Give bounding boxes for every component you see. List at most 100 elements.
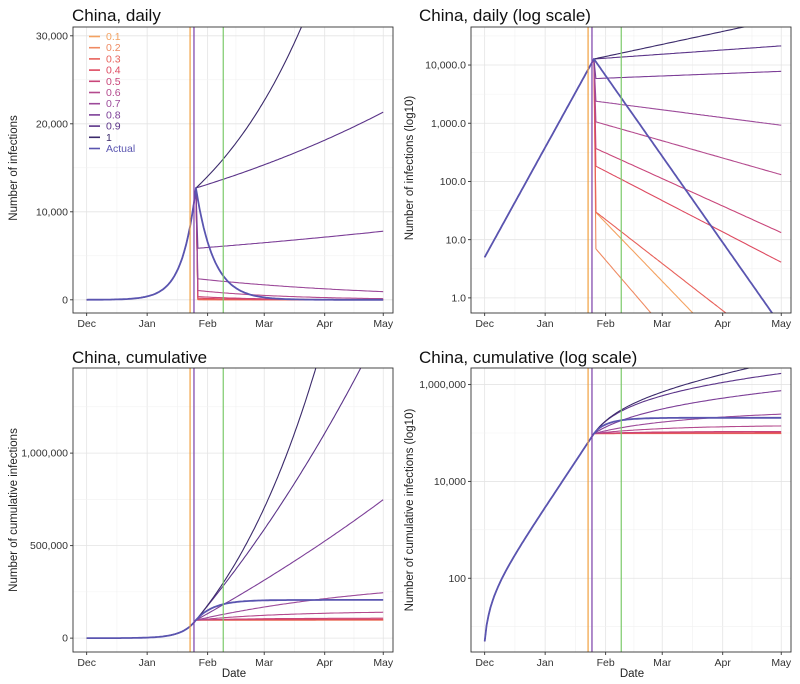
plot-area-cumulative: Dec Jan Feb Mar Apr May 0 500,000 1,000,000 [21, 367, 394, 669]
reference-lines-cumulative_log [587, 368, 622, 652]
chart-title-daily-log: China, daily (log scale) [419, 6, 591, 25]
series-line-0-8 [86, 187, 384, 301]
series-line-0-2 [484, 58, 652, 313]
y-tick-label: 0 [62, 294, 68, 306]
y-tick-label: 1.0 [451, 292, 466, 304]
chart-title-cumulative-log: China, cumulative (log scale) [419, 348, 637, 367]
series-line-0-1 [86, 187, 384, 301]
series-line-0-4 [86, 187, 384, 301]
plot-frame [72, 367, 394, 653]
x-tick-label: Jan [139, 318, 156, 330]
series-line-0-4 [86, 618, 384, 639]
legend-label: 0.5 [106, 76, 121, 88]
legend-label: 1 [106, 132, 112, 144]
plot-frame [72, 26, 394, 314]
y-axis-daily: 0 10,000 20,000 30,000 [36, 30, 73, 306]
series-line-0-9 [484, 372, 782, 642]
series-line-0-3 [484, 58, 727, 313]
series-line-0-7 [484, 413, 782, 642]
y-tick-label: 10,000 [36, 206, 68, 218]
grid-cumulative [73, 368, 393, 652]
y-axis-daily_log: 1.0 10.0 100.0 1,000.0 10,000.0 [425, 60, 471, 304]
series-lines-daily_log [483, 27, 782, 313]
y-tick-label: 10.0 [446, 234, 467, 246]
x-tick-label: Apr [715, 657, 732, 669]
series-line-0-6 [86, 611, 384, 639]
y-axis-label-cumulative: Number of cumulative infections [8, 428, 20, 592]
x-tick-label: May [771, 657, 792, 669]
series-line-actual [86, 599, 384, 639]
x-tick-label: May [373, 318, 394, 330]
x-tick-label: Dec [475, 657, 494, 669]
x-tick-label: May [373, 657, 394, 669]
y-tick-label: 10,000 [434, 476, 466, 488]
plot-area-daily: Dec Jan Feb Mar Apr May 0 10,000 20,000 30,000 [36, 26, 394, 330]
y-axis-label-daily: Number of infections [8, 115, 20, 221]
series-line-0-1 [86, 619, 384, 639]
x-axis-daily_log: Dec Jan Feb Mar Apr May [475, 313, 792, 330]
grid-daily [73, 27, 393, 313]
series-line-0-4 [484, 432, 782, 642]
reference-lines-daily_log [587, 27, 622, 313]
panel-daily-log: China, daily (log scale) Number of infec… [404, 6, 792, 330]
x-tick-label: Feb [597, 318, 615, 330]
series-line-0-2 [484, 433, 782, 642]
series-line-0-2 [86, 187, 384, 301]
legend-label: 0.3 [106, 53, 121, 65]
series-line-0-6 [484, 58, 782, 258]
plot-area-cumulative-log: Dec Jan Feb Mar Apr May 100 10,000 1,000,000 [419, 367, 792, 669]
x-tick-label: Mar [255, 657, 274, 669]
x-tick-label: Apr [715, 318, 732, 330]
legend-label: 0.8 [106, 109, 121, 121]
panel-cumulative: China, cumulative Number of cumulative i… [8, 348, 394, 680]
x-tick-label: Jan [537, 318, 554, 330]
series-line-actual [86, 187, 384, 301]
legend-label: Actual [106, 143, 135, 155]
x-tick-label: Feb [597, 657, 615, 669]
x-axis-label-cumulative-log: Date [620, 668, 644, 680]
x-tick-label: Dec [475, 318, 494, 330]
x-axis-daily: Dec Jan Feb Mar Apr May [77, 313, 394, 330]
x-axis-label-cumulative: Date [222, 668, 246, 680]
panel-cumulative-log: China, cumulative (log scale) Number of … [404, 348, 792, 680]
reference-lines-daily [189, 27, 224, 313]
series-line-0-8 [484, 390, 782, 642]
x-tick-label: May [771, 318, 792, 330]
x-tick-label: Dec [77, 657, 96, 669]
chart-title-cumulative: China, cumulative [72, 348, 207, 367]
plot-frame [470, 26, 792, 314]
series-line-0-3 [86, 619, 384, 639]
y-tick-label: 10,000.0 [425, 60, 466, 72]
y-axis-cumulative_log: 100 10,000 1,000,000 [419, 379, 471, 585]
reference-lines-cumulative [189, 368, 224, 652]
legend-label: 0.6 [106, 87, 121, 99]
y-axis-label-cumulative-log: Number of cumulative infections (log10) [404, 409, 416, 612]
x-tick-label: Jan [139, 657, 156, 669]
series-lines-daily [86, 27, 384, 301]
series-line-1 [484, 368, 752, 642]
y-tick-label: 100 [448, 573, 466, 585]
series-line-0-3 [86, 187, 384, 301]
x-tick-label: Apr [317, 657, 334, 669]
series-line-0-1 [484, 432, 782, 642]
series-line-0-4 [484, 58, 782, 263]
series-line-0-5 [86, 187, 384, 301]
y-tick-label: 500,000 [30, 540, 68, 552]
y-axis-cumulative: 0 500,000 1,000,000 [21, 448, 73, 645]
plot-frame [470, 367, 792, 653]
x-tick-label: Mar [653, 318, 672, 330]
series-line-0-2 [86, 619, 384, 639]
legend-label: 0.2 [106, 42, 121, 54]
x-axis-cumulative: Dec Jan Feb Mar Apr May [77, 652, 394, 669]
chart-title-daily: China, daily [72, 6, 161, 25]
legend-label: 0.4 [106, 65, 121, 77]
series-line-0-3 [484, 432, 782, 642]
series-lines-cumulative [86, 368, 384, 639]
x-tick-label: Apr [317, 318, 334, 330]
y-tick-label: 1,000,000 [21, 448, 68, 460]
series-line-0-1 [484, 58, 694, 313]
x-tick-label: Feb [199, 657, 217, 669]
series-line-0-5 [484, 430, 782, 642]
